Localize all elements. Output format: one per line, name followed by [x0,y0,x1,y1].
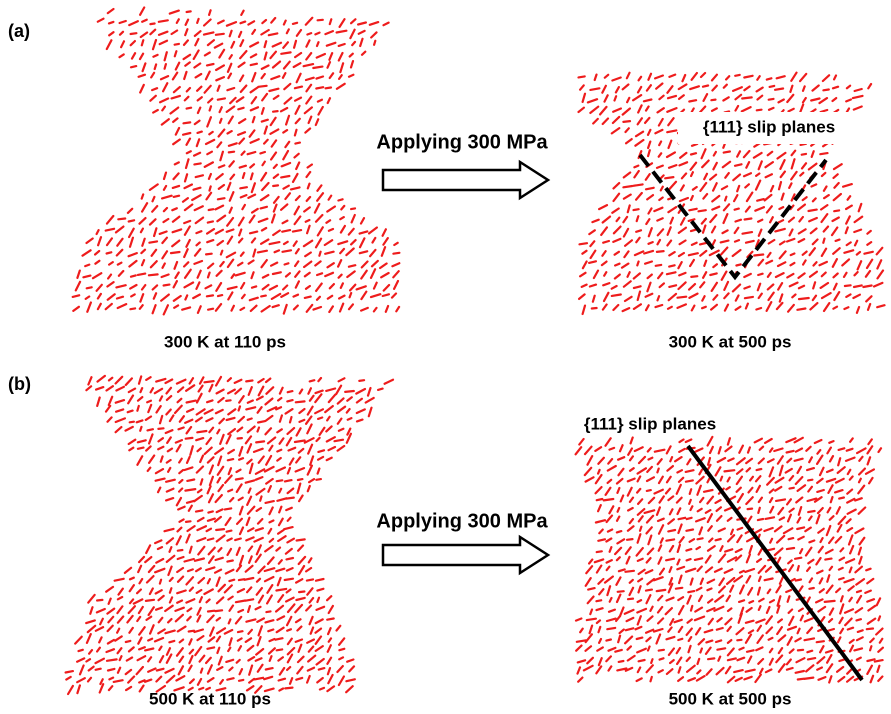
arrow [383,537,548,573]
panel-label: (a) [8,21,30,41]
panel-label: (b) [8,374,31,394]
caption: 300 K at 110 ps [164,332,286,351]
caption: 500 K at 110 ps [149,689,271,708]
atoms [66,376,393,694]
arrow-label: Applying 300 MPa [376,510,548,532]
atoms [73,8,400,315]
slip-plane-line [688,446,862,680]
atoms [579,73,885,314]
annotation: {111} slip planes [584,414,716,433]
figure: (a) 300 K at 110 ps Applying 300 MPa 300… [0,0,891,714]
caption: 300 K at 500 ps [669,332,792,351]
arrow [383,162,548,198]
caption: 500 K at 500 ps [669,689,792,708]
slip-plane-line [640,155,826,277]
arrow-label: Applying 300 MPa [376,131,548,153]
annotation: {111} slip planes [703,117,835,136]
